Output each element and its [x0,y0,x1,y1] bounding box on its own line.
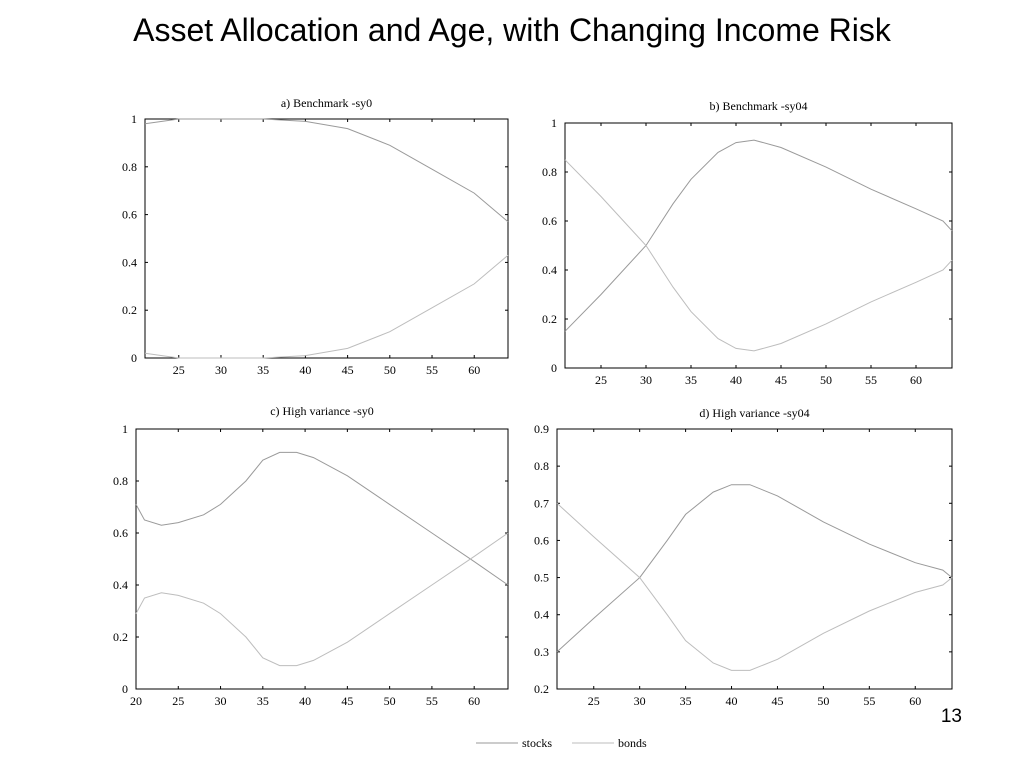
x-tick-label: 50 [384,694,396,708]
x-tick-label: 45 [775,373,787,387]
y-tick-label: 1 [131,112,137,126]
plot-frame [144,118,509,359]
x-tick-label: 60 [909,694,921,708]
y-tick-label: 0.8 [542,165,557,179]
chart-panel-3: c) High variance -sy0 20 25 30 35 40 45 50 55 60 0… [113,404,509,708]
x-tick-label: 30 [215,363,227,377]
x-tick-label: 20 [130,694,142,708]
x-tick-label: 30 [215,694,227,708]
x-tick-label: 40 [726,694,738,708]
y-tick-label: 0 [131,351,137,365]
y-tick-label: 0.4 [542,263,557,277]
y-tick-label: 0.8 [113,474,128,488]
x-tick-label: 35 [257,694,269,708]
y-tick-label: 0.9 [534,422,549,436]
x-tick-label: 40 [299,694,311,708]
x-tick-label: 35 [685,373,697,387]
y-tick-label: 0.2 [122,303,137,317]
y-tick-label: 1 [122,422,128,436]
x-tick-label: 60 [910,373,922,387]
chart-panel-1: a) Benchmark -sy0 25 30 35 40 45 50 55 60 0 0.2 0.4… [122,96,509,377]
legend-label-bonds: bonds [618,736,647,750]
chart-legend: stocks bonds [476,736,647,750]
series-line-stocks [556,484,953,653]
x-tick-label: 25 [173,363,185,377]
x-tick-label: 55 [863,694,875,708]
y-tick-label: 0.7 [534,496,549,510]
y-tick-label: 0.3 [534,645,549,659]
y-tick-label: 0.6 [542,214,557,228]
x-tick-label: 35 [680,694,692,708]
x-tick-label: 45 [341,694,353,708]
chart-title: b) Benchmark -sy04 [710,99,808,113]
chart-title: d) High variance -sy04 [699,406,809,420]
x-tick-label: 55 [865,373,877,387]
plot-frame [564,122,953,369]
plot-frame [135,428,509,690]
x-tick-label: 25 [595,373,607,387]
x-tick-label: 45 [771,694,783,708]
series-line-bonds [144,254,509,359]
y-tick-label: 0.8 [534,459,549,473]
y-tick-label: 0.2 [534,682,549,696]
x-tick-label: 25 [172,694,184,708]
y-tick-label: 0.6 [122,208,137,222]
y-tick-label: 1 [551,116,557,130]
x-tick-label: 35 [257,363,269,377]
x-tick-label: 55 [426,363,438,377]
y-tick-label: 0.4 [122,255,137,269]
chart-title: c) High variance -sy0 [270,404,374,418]
series-line-bonds [135,532,509,667]
x-tick-label: 45 [342,363,354,377]
x-tick-label: 40 [730,373,742,387]
x-tick-label: 25 [588,694,600,708]
y-tick-label: 0.6 [534,533,549,547]
x-tick-label: 55 [426,694,438,708]
y-tick-label: 0.5 [534,571,549,585]
x-tick-label: 30 [634,694,646,708]
x-tick-label: 60 [468,694,480,708]
series-line-bonds [556,502,953,671]
x-tick-label: 40 [299,363,311,377]
chart-title: a) Benchmark -sy0 [281,96,372,110]
series-line-bonds [564,159,953,352]
y-tick-label: 0 [551,361,557,375]
y-tick-label: 0.4 [534,608,549,622]
chart-panel-2: b) Benchmark -sy04 25 30 35 40 45 50 55 60 0 0.2 0.… [542,99,953,387]
slide-title: Asset Allocation and Age, with Changing … [133,12,891,48]
x-tick-label: 50 [817,694,829,708]
y-tick-label: 0.6 [113,526,128,540]
legend-label-stocks: stocks [522,736,552,750]
y-tick-label: 0.2 [542,312,557,326]
y-tick-label: 0.8 [122,160,137,174]
series-line-stocks [564,139,953,332]
page-number: 13 [940,706,962,727]
y-tick-label: 0.4 [113,578,128,592]
y-tick-label: 0 [122,682,128,696]
chart-panel-4: d) High variance -sy04 25 30 35 40 45 50 55 60 0.… [534,406,953,708]
series-line-stocks [144,118,509,223]
plot-frame [556,428,953,690]
y-tick-label: 0.2 [113,630,128,644]
x-tick-label: 60 [468,363,480,377]
x-tick-label: 50 [820,373,832,387]
x-tick-label: 30 [640,373,652,387]
x-tick-label: 50 [384,363,396,377]
series-line-stocks [135,451,509,586]
